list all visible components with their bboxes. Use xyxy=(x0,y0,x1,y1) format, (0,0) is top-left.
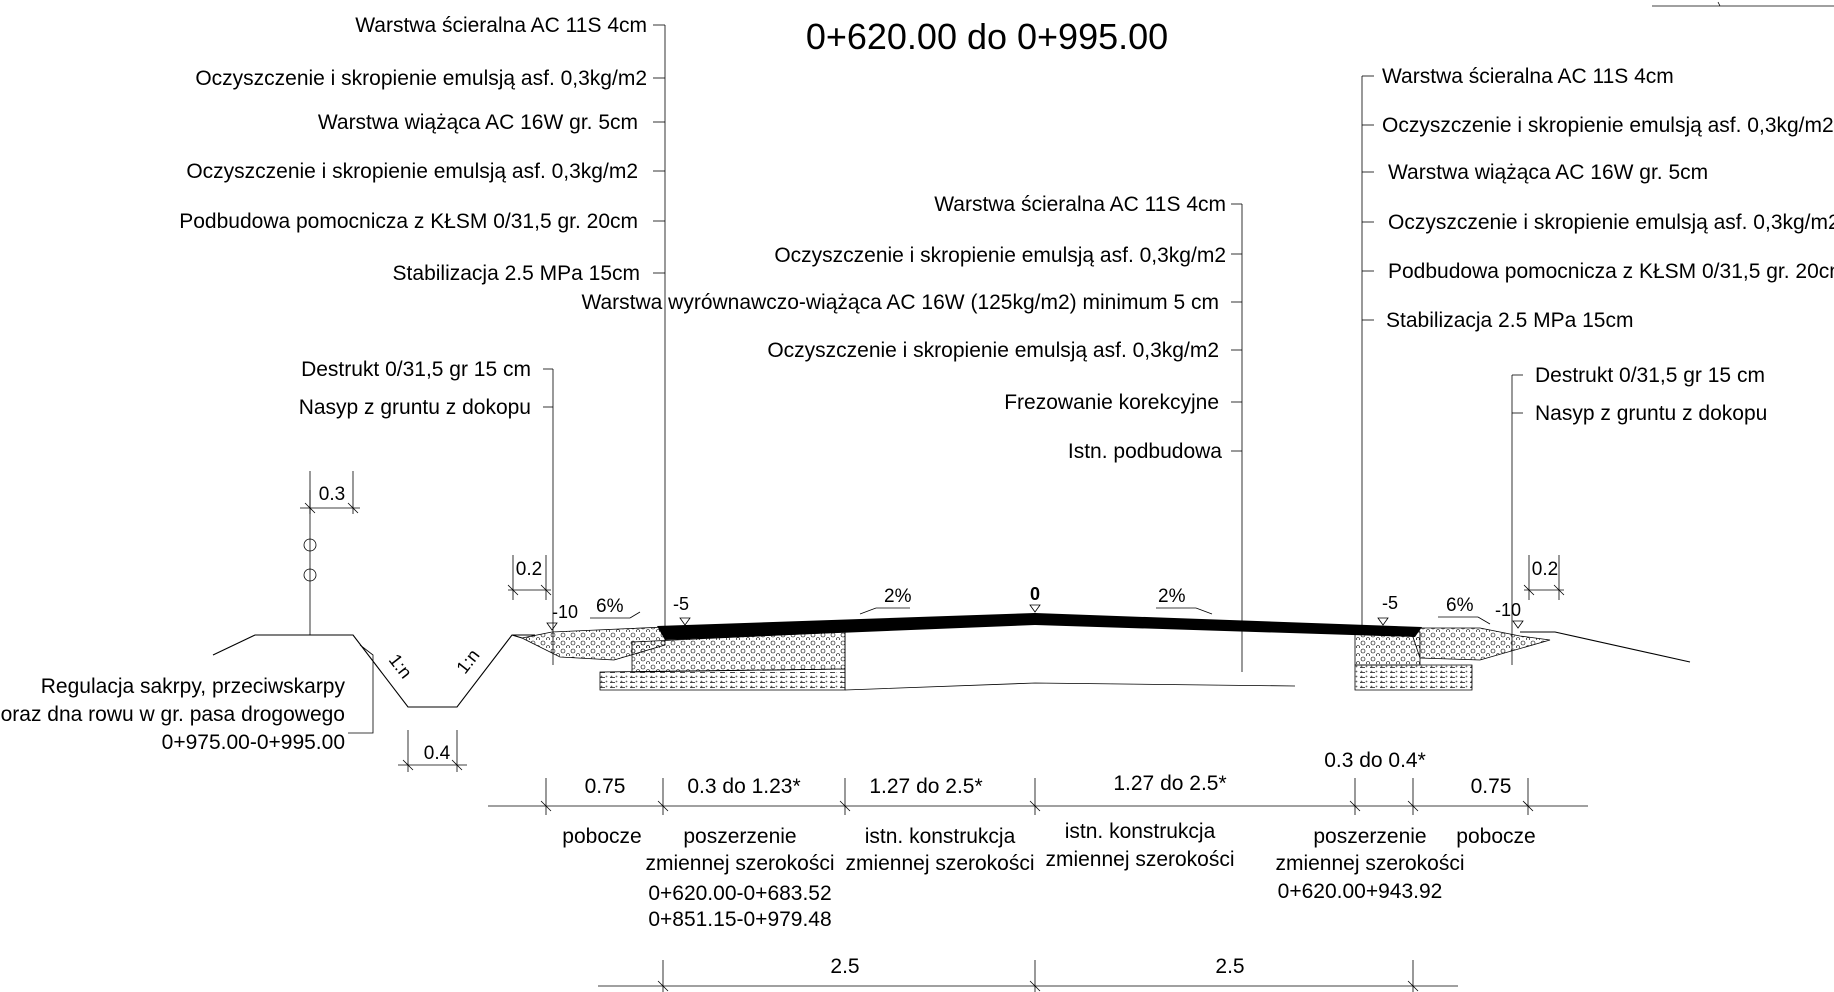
ditch-note: Regulacja sakrpy, przeciwskarpy oraz dna… xyxy=(1,644,374,754)
ditch-slope-right: 1:n xyxy=(452,645,483,677)
label-pobocze-right: pobocze xyxy=(1456,825,1535,848)
right-layer-6: Stabilizacja 2.5 MPa 15cm xyxy=(1386,309,1633,332)
label-poszerzenie-right-3: 0+620.00+943.92 xyxy=(1278,880,1443,903)
edge-dim-left: 0.2 xyxy=(516,559,542,580)
slope-left-lane: 2% xyxy=(884,586,912,607)
dim-top-6: 0.75 xyxy=(1471,775,1512,798)
right-shoulder-2: Nasyp z gruntu z dokopu xyxy=(1535,402,1767,425)
label-poszerzenie-left-3: 0+620.00-0+683.52 xyxy=(648,882,831,905)
slope-left-shoulder: 6% xyxy=(596,596,624,617)
label-poszerzenie-right-1: poszerzenie xyxy=(1313,825,1426,848)
center-layer-2: Oczyszczenie i skropienie emulsją asf. 0… xyxy=(774,244,1226,267)
label-istn-right-1: istn. konstrukcja xyxy=(1065,820,1216,843)
right-shoulder-callouts: Destrukt 0/31,5 gr 15 cm Nasyp z gruntu … xyxy=(1511,364,1767,665)
elev-right-outer: -10 xyxy=(1495,600,1521,620)
dim-bottom-1: 2.5 xyxy=(830,955,859,978)
dim-top-2: 0.3 do 1.23* xyxy=(687,775,800,798)
right-layer-3: Warstwa wiążąca AC 16W gr. 5cm xyxy=(1388,161,1708,184)
edge-dim-right: 0.2 xyxy=(1532,559,1558,580)
right-layer-4: Oczyszczenie i skropienie emulsją asf. 0… xyxy=(1388,211,1834,234)
center-layer-5: Frezowanie korekcyjne xyxy=(1004,391,1219,414)
center-layer-callouts: Warstwa ścieralna AC 11S 4cm Oczyszczeni… xyxy=(581,193,1243,672)
left-layer-callouts: Warstwa ścieralna AC 11S 4cm Oczyszczeni… xyxy=(179,14,666,632)
elev-axis: 0 xyxy=(1030,584,1040,604)
label-pobocze-left: pobocze xyxy=(562,825,641,848)
left-layer-4: Oczyszczenie i skropienie emulsją asf. 0… xyxy=(186,160,638,183)
dim-top-1: 0.75 xyxy=(585,775,626,798)
left-layer-2: Oczyszczenie i skropienie emulsją asf. 0… xyxy=(195,67,647,90)
ditch-bottom-dim: 0.4 xyxy=(424,743,451,764)
right-layer-5: Podbudowa pomocnicza z KŁSM 0/31,5 gr. 2… xyxy=(1388,260,1834,283)
label-istn-right-2: zmiennej szerokości xyxy=(1045,848,1234,871)
slope-right-lane: 2% xyxy=(1158,586,1186,607)
left-shoulder-2: Nasyp z gruntu z dokopu xyxy=(299,396,531,419)
left-layer-1: Warstwa ścieralna AC 11S 4cm xyxy=(355,14,647,37)
elev-left-outer: -10 xyxy=(552,602,578,622)
label-poszerzenie-left-2: zmiennej szerokości xyxy=(645,852,834,875)
section-title: 0+620.00 do 0+995.00 xyxy=(806,16,1168,57)
ditch-note-3: 0+975.00-0+995.00 xyxy=(162,731,345,754)
right-layer-1: Warstwa ścieralna AC 11S 4cm xyxy=(1382,65,1674,88)
right-shoulder-1: Destrukt 0/31,5 gr 15 cm xyxy=(1535,364,1765,387)
slope-markers: 6% 2% 2% 6% xyxy=(590,586,1491,625)
ditch-slope-left: 1:n xyxy=(385,650,416,682)
dim-top-4: 1.27 do 2.5* xyxy=(1113,772,1226,795)
road-body xyxy=(511,613,1691,691)
left-layer-3: Warstwa wiążąca AC 16W gr. 5cm xyxy=(318,111,638,134)
elev-right-edge: -5 xyxy=(1382,593,1398,613)
center-layer-3: Warstwa wyrównawczo-wiążąca AC 16W (125k… xyxy=(581,291,1219,314)
left-shoulder-1: Destrukt 0/31,5 gr 15 cm xyxy=(301,358,531,381)
right-layer-2: Oczyszczenie i skropienie emulsją asf. 0… xyxy=(1382,114,1834,137)
dimension-chain-bottom: 2.5 2.5 xyxy=(598,955,1458,992)
asphalt-pavement xyxy=(657,613,1422,640)
center-layer-1: Warstwa ścieralna AC 11S 4cm xyxy=(934,193,1226,216)
label-poszerzenie-left-4: 0+851.15-0+979.48 xyxy=(648,908,831,931)
dim-top-3: 1.27 do 2.5* xyxy=(869,775,982,798)
dimension-labels: pobocze poszerzenie zmiennej szerokości … xyxy=(562,820,1535,931)
right-layer-callouts: Warstwa ścieralna AC 11S 4cm Oczyszczeni… xyxy=(1361,65,1834,632)
center-layer-6: Istn. podbudowa xyxy=(1068,440,1222,463)
label-istn-left-2: zmiennej szerokości xyxy=(845,852,1034,875)
slope-right-shoulder: 6% xyxy=(1446,595,1474,616)
label-poszerzenie-right-2: zmiennej szerokości xyxy=(1275,852,1464,875)
right-widening-base xyxy=(1354,631,1421,666)
dimension-chain-top: 0.75 0.3 do 1.23* 1.27 do 2.5* 1.27 do 2… xyxy=(488,749,1588,815)
ditch-note-1: Regulacja sakrpy, przeciwskarpy xyxy=(41,675,346,698)
label-istn-left-1: istn. konstrukcja xyxy=(865,825,1016,848)
ditch-note-2: oraz dna rowu w gr. pasa drogowego xyxy=(1,703,345,726)
corner-mark xyxy=(1652,1,1834,7)
edge-dims: 0.2 0.2 xyxy=(507,555,1565,600)
left-shoulder-callouts: Destrukt 0/31,5 gr 15 cm Nasyp z gruntu … xyxy=(299,358,554,665)
ditch-top-dim: 0.3 xyxy=(319,484,345,505)
left-layer-5: Podbudowa pomocnicza z KŁSM 0/31,5 gr. 2… xyxy=(179,210,638,233)
elevation-markers: -10 -5 0 -5 -10 xyxy=(546,584,1524,631)
dim-top-5: 0.3 do 0.4* xyxy=(1324,749,1426,772)
ditch: 0.3 0.4 1:n 1:n xyxy=(212,471,535,772)
left-layer-6: Stabilizacja 2.5 MPa 15cm xyxy=(393,262,640,285)
label-poszerzenie-left-1: poszerzenie xyxy=(683,825,796,848)
dim-bottom-2: 2.5 xyxy=(1215,955,1244,978)
right-shoulder-fill xyxy=(1409,627,1551,661)
elev-left-edge: -5 xyxy=(673,594,689,614)
center-layer-4: Oczyszczenie i skropienie emulsją asf. 0… xyxy=(767,339,1219,362)
